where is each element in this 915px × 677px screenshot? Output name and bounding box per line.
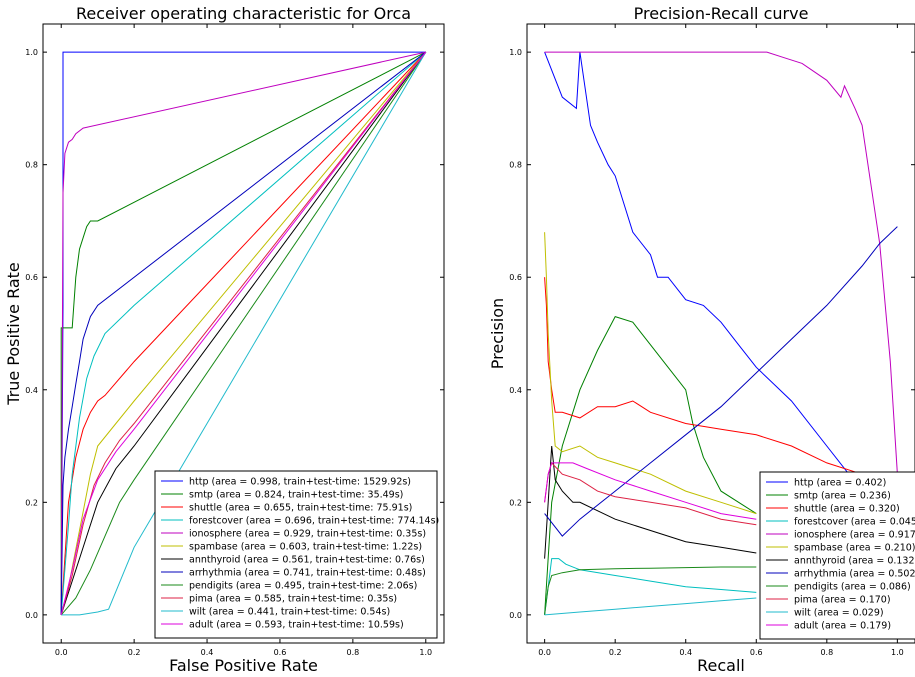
pr-legend: http (area = 0.402) smtp (area = 0.236) sh… xyxy=(759,471,915,640)
pr-series-line-arrhythmia xyxy=(544,226,898,537)
pr-series-line-adult xyxy=(544,462,757,520)
roc-x-tick-label: 0.0 xyxy=(55,648,68,657)
pr-y-tick-label: 1.0 xyxy=(509,48,522,57)
roc-legend-entry: smtp (area = 0.824, train+test-time: 35.… xyxy=(189,490,403,501)
pr-legend-entry: ionosphere (area = 0.917) xyxy=(794,530,915,541)
roc-legend-entry: annthyroid (area = 0.561, train+test-tim… xyxy=(189,555,425,566)
pr-legend-entry: wilt (area = 0.029) xyxy=(794,608,884,619)
pr-legend-entry: pendigits (area = 0.086) xyxy=(794,582,911,593)
pr-y-tick-label: 0.2 xyxy=(509,498,522,507)
pr-series-line-shuttle xyxy=(544,277,863,475)
pr-x-tick-label: 0.2 xyxy=(609,648,622,657)
pr-y-tick-label: 0.4 xyxy=(509,386,522,395)
roc-y-tick-label: 0.8 xyxy=(25,161,38,170)
pr-chart-title: Precision-Recall curve xyxy=(634,4,809,23)
pr-x-tick-label: 1.0 xyxy=(891,648,904,657)
roc-x-tick-label: 1.0 xyxy=(419,648,432,657)
pr-legend-entry: annthyroid (area = 0.132) xyxy=(794,556,915,567)
roc-legend-entry: http (area = 0.998, train+test-time: 152… xyxy=(189,477,411,488)
roc-series-line-adult xyxy=(60,51,427,616)
pr-series-line-ionosphere xyxy=(544,51,898,475)
roc-legend-entry: ionosphere (area = 0.929, train+test-tim… xyxy=(189,529,426,540)
pr-legend-entry: smtp (area = 0.236) xyxy=(794,491,891,502)
roc-y-tick-label: 1.0 xyxy=(25,48,38,57)
roc-x-tick-label: 0.4 xyxy=(201,648,214,657)
pr-series-lines xyxy=(544,51,898,616)
roc-legend-entry: forestcover (area = 0.696, train+test-ti… xyxy=(189,516,439,527)
roc-plot-frame xyxy=(42,23,445,644)
pr-legend-entry: shuttle (area = 0.320) xyxy=(794,504,900,515)
pr-x-tick-label: 0.6 xyxy=(750,648,763,657)
pr-series-line-annthyroid xyxy=(544,445,757,559)
roc-y-tick-label: 0.6 xyxy=(25,273,38,282)
pr-legend-box xyxy=(759,471,915,640)
pr-y-tick-label: 0.8 xyxy=(509,161,522,170)
roc-series-line-arrhythmia xyxy=(60,51,427,615)
pr-x-tick-label: 0.8 xyxy=(820,648,833,657)
pr-chart: Precision-Recall curve Recall Precision … xyxy=(488,4,915,675)
roc-legend: http (area = 0.998, train+test-time: 152… xyxy=(154,470,439,639)
pr-legend-entry: arrhythmia (area = 0.502) xyxy=(794,569,915,580)
roc-legend-entry: arrhythmia (area = 0.741, train+test-tim… xyxy=(189,568,426,579)
pr-y-axis-label: Precision xyxy=(488,298,507,369)
roc-series-lines xyxy=(60,51,427,616)
pr-legend-entry: adult (area = 0.179) xyxy=(794,621,891,632)
pr-plot-frame xyxy=(526,23,915,644)
roc-legend-box xyxy=(154,470,438,639)
pr-series-line-wilt xyxy=(544,597,757,616)
pr-y-tick-label: 0.0 xyxy=(509,611,522,620)
roc-y-tick-label: 0.2 xyxy=(25,498,38,507)
roc-series-line-forestcover xyxy=(60,51,427,615)
roc-axis-ticks: 0.0 0.2 0.4 0.6 0.8 1.0 0.0 0.2 0.4 0.6 0.8 1.0 xyxy=(25,24,444,657)
roc-legend-entry: adult (area = 0.593, train+test-time: 10… xyxy=(189,620,404,631)
pr-x-axis-label: Recall xyxy=(697,656,745,675)
roc-series-line-pendigits xyxy=(60,51,427,616)
pr-series-line-pendigits xyxy=(544,566,757,615)
pr-legend-entry: pima (area = 0.170) xyxy=(794,595,891,606)
pr-x-tick-label: 0.0 xyxy=(538,648,551,657)
pr-series-line-smtp xyxy=(544,315,757,615)
roc-series-line-smtp xyxy=(60,51,427,615)
pr-series-line-spambase xyxy=(544,232,757,515)
roc-x-tick-label: 0.8 xyxy=(346,648,359,657)
pr-legend-entry: forestcover (area = 0.045) xyxy=(794,517,915,528)
roc-y-tick-label: 0.0 xyxy=(25,611,38,620)
roc-legend-entry: pima (area = 0.585, train+test-time: 0.3… xyxy=(189,594,397,605)
pr-legend-entry: spambase (area = 0.210) xyxy=(794,543,915,554)
roc-y-axis-label: True Positive Rate xyxy=(4,262,23,406)
roc-series-line-wilt xyxy=(61,51,427,616)
roc-series-line-ionosphere xyxy=(60,51,426,615)
roc-chart: Receiver operating characteristic for Or… xyxy=(4,4,445,675)
roc-legend-entry: pendigits (area = 0.495, train+test-time… xyxy=(189,581,417,592)
pr-series-line-http xyxy=(544,51,863,492)
roc-y-tick-label: 0.4 xyxy=(25,386,38,395)
roc-series-line-pima xyxy=(60,51,427,616)
roc-x-tick-label: 0.6 xyxy=(274,648,287,657)
pr-y-tick-label: 0.6 xyxy=(509,273,522,282)
pr-legend-entry: http (area = 0.402) xyxy=(794,478,886,489)
roc-x-tick-label: 0.2 xyxy=(128,648,141,657)
pr-x-tick-label: 0.4 xyxy=(679,648,692,657)
roc-legend-entry: spambase (area = 0.603, train+test-time:… xyxy=(189,542,422,553)
roc-chart-title: Receiver operating characteristic for Or… xyxy=(76,4,411,23)
roc-legend-entry: shuttle (area = 0.655, train+test-time: … xyxy=(189,503,412,514)
roc-series-line-annthyroid xyxy=(60,51,427,616)
roc-legend-entry: wilt (area = 0.441, train+test-time: 0.5… xyxy=(189,607,390,618)
roc-x-axis-label: False Positive Rate xyxy=(169,656,318,675)
